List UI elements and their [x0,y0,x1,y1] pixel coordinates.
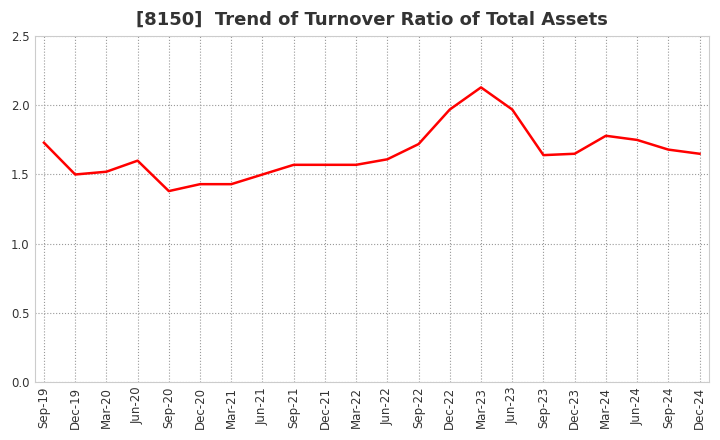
Title: [8150]  Trend of Turnover Ratio of Total Assets: [8150] Trend of Turnover Ratio of Total … [136,11,608,29]
